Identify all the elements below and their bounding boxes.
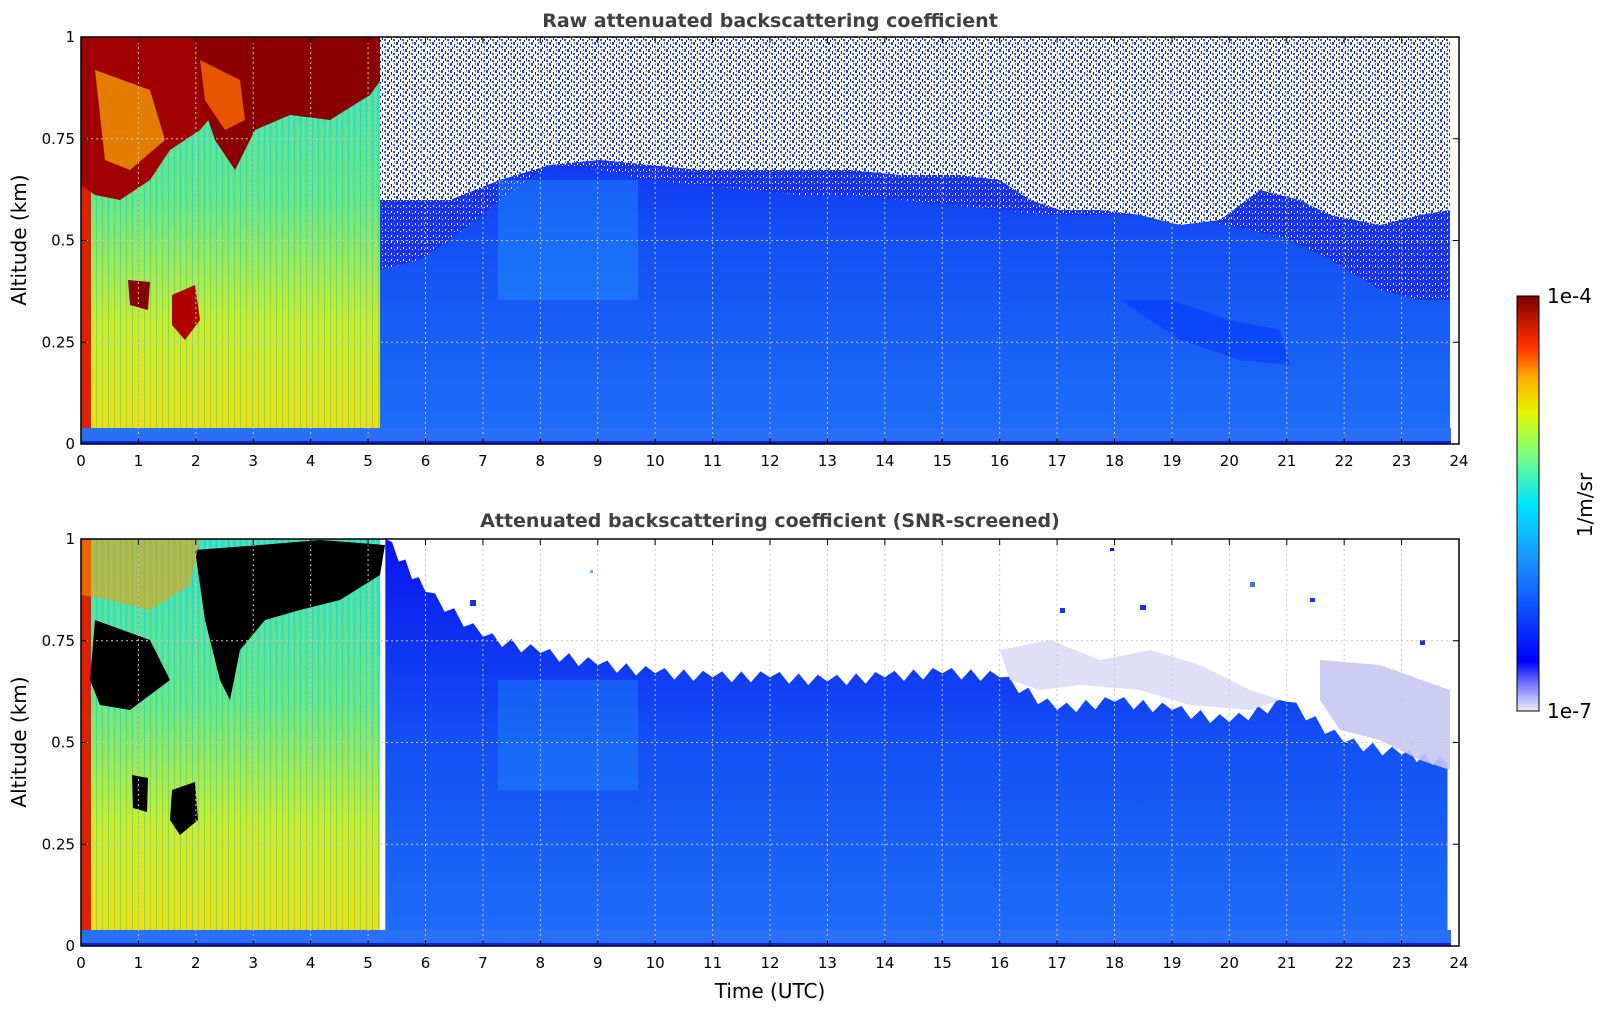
y-axis-label-screened: Altitude (km) — [7, 676, 31, 807]
x-tick-label: 7 — [478, 954, 488, 972]
x-tick-label: 17 — [1048, 954, 1067, 972]
colorbar-unit-label: 1/m/sr — [1573, 472, 1597, 537]
x-tick-label: 9 — [593, 954, 603, 972]
colorbar-min-label: 1e-7 — [1547, 699, 1592, 723]
y-tick-label: 0 — [65, 435, 75, 453]
x-tick-label: 8 — [536, 452, 546, 470]
y-tick-label: 0.25 — [42, 835, 75, 853]
x-tick-label: 21 — [1277, 954, 1296, 972]
x-tick-label: 2 — [191, 954, 201, 972]
x-tick-label: 5 — [363, 452, 373, 470]
x-tick-label: 11 — [703, 954, 722, 972]
x-tick-label: 19 — [1162, 954, 1181, 972]
panel-screened: Attenuated backscattering coefficient (S… — [7, 510, 1469, 1003]
x-tick-label: 22 — [1335, 954, 1354, 972]
x-tick-label: 14 — [875, 452, 894, 470]
y-tick-label: 1 — [65, 530, 75, 548]
x-tick-label: 20 — [1220, 452, 1239, 470]
x-tick-label: 13 — [818, 954, 837, 972]
x-tick-label: 7 — [478, 452, 488, 470]
y-tick-label: 0.75 — [42, 130, 75, 148]
x-tick-label: 5 — [363, 954, 373, 972]
x-tick-label: 24 — [1449, 452, 1468, 470]
x-tick-label: 2 — [191, 452, 201, 470]
x-tick-label: 16 — [990, 954, 1009, 972]
x-tick-label: 23 — [1392, 452, 1411, 470]
chart-title-raw: Raw attenuated backscattering coefficien… — [542, 10, 998, 32]
x-tick-label: 0 — [76, 954, 86, 972]
x-tick-label: 18 — [1105, 452, 1124, 470]
x-tick-label: 13 — [818, 452, 837, 470]
colorbar-max-label: 1e-4 — [1547, 284, 1592, 308]
x-tick-label: 21 — [1277, 452, 1296, 470]
colorbar: 1e-4 1e-7 1/m/sr — [1516, 284, 1597, 723]
panel-raw: Raw attenuated backscattering coefficien… — [7, 10, 1469, 470]
x-tick-label: 9 — [593, 452, 603, 470]
x-tick-label: 3 — [248, 954, 258, 972]
x-tick-label: 23 — [1392, 954, 1411, 972]
x-tick-label: 10 — [646, 452, 665, 470]
x-tick-label: 4 — [306, 954, 316, 972]
y-axis-label-raw: Altitude (km) — [7, 174, 31, 305]
x-tick-label: 18 — [1105, 954, 1124, 972]
ticks-raw: 0 1 2 3 4 5 6 7 8 9 10 11 12 13 14 15 16 17 18 19 20 21 22 23 24… — [42, 28, 1469, 470]
x-tick-label: 19 — [1162, 452, 1181, 470]
y-tick-label: 0.5 — [51, 232, 75, 250]
x-tick-label: 15 — [933, 452, 952, 470]
x-tick-label: 24 — [1449, 954, 1468, 972]
x-tick-label: 12 — [760, 452, 779, 470]
x-tick-label: 0 — [76, 452, 86, 470]
x-tick-label: 4 — [306, 452, 316, 470]
x-tick-label: 10 — [646, 954, 665, 972]
x-tick-label: 6 — [421, 452, 431, 470]
y-tick-label: 0 — [65, 937, 75, 955]
heatmap-raw — [81, 37, 1451, 444]
x-tick-label: 12 — [760, 954, 779, 972]
x-tick-label: 14 — [875, 954, 894, 972]
ticks-screened: 0 1 2 3 4 5 6 7 8 9 10 11 12 13 14 15 16 17 18 19 20 21 22 23 24… — [42, 530, 1469, 972]
x-tick-label: 6 — [421, 954, 431, 972]
x-tick-label: 15 — [933, 954, 952, 972]
x-tick-label: 1 — [134, 452, 144, 470]
colorbar-gradient — [1516, 295, 1540, 712]
y-tick-label: 0.5 — [51, 734, 75, 752]
chart-title-screened: Attenuated backscattering coefficient (S… — [480, 510, 1060, 532]
x-tick-label: 20 — [1220, 954, 1239, 972]
x-tick-label: 22 — [1335, 452, 1354, 470]
x-axis-label: Time (UTC) — [714, 979, 826, 1003]
y-tick-label: 0.75 — [42, 632, 75, 650]
x-tick-label: 16 — [990, 452, 1009, 470]
x-tick-label: 1 — [134, 954, 144, 972]
x-tick-label: 3 — [248, 452, 258, 470]
x-tick-label: 8 — [536, 954, 546, 972]
y-tick-label: 1 — [65, 28, 75, 46]
y-tick-label: 0.25 — [42, 333, 75, 351]
x-tick-label: 11 — [703, 452, 722, 470]
x-tick-label: 17 — [1048, 452, 1067, 470]
